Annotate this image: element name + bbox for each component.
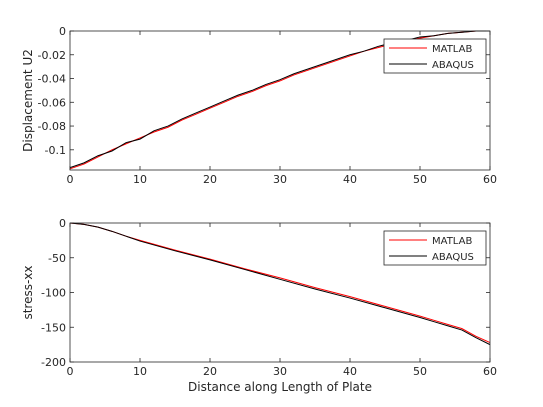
- top-x-tick-label: 30: [273, 173, 287, 186]
- bottom-legend-box: [383, 230, 487, 266]
- top-x-tick-label: 50: [413, 173, 427, 186]
- top-legend-label-matlab: MATLAB: [432, 44, 472, 55]
- bottom-y-tick-label: 0: [59, 217, 66, 230]
- bottom-legend-label-abaqus: ABAQUS: [432, 252, 474, 263]
- top-legend-label-abaqus: ABAQUS: [432, 60, 474, 71]
- bottom-x-tick-label: 60: [483, 365, 497, 378]
- top-x-tick-label: 20: [203, 173, 217, 186]
- bottom-y-tick-label: -50: [48, 252, 66, 265]
- top-x-tick-label: 10: [133, 173, 147, 186]
- bottom-y-tick-label: -100: [41, 287, 66, 300]
- bottom-x-tick-label: 30: [273, 365, 287, 378]
- bottom-y-axis-label: stress-xx: [21, 265, 35, 319]
- top-y-tick-label: 0: [59, 25, 66, 38]
- bottom-x-tick-label: 50: [413, 365, 427, 378]
- bottom-x-tick-label: 10: [133, 365, 147, 378]
- bottom-x-axis-label: Distance along Length of Plate: [188, 380, 372, 394]
- bottom-series-abaqus-line: [69, 222, 491, 346]
- bottom-y-tick-label: -150: [41, 321, 66, 334]
- top-y-tick-label: -0.1: [45, 144, 66, 157]
- top-legend: MATLAB ABAQUS: [383, 38, 487, 74]
- top-chart: 0 10 20 30 40 50 60 0 -0.02 -0.04 -0.06 -0.08 -0.1 Di…: [21, 25, 497, 186]
- top-x-tick-label: 0: [67, 173, 74, 186]
- bottom-x-tick-label: 0: [67, 365, 74, 378]
- top-y-axis-label: Displacement U2: [21, 49, 35, 152]
- top-series-abaqus-line: [69, 30, 490, 169]
- top-series-matlab-line: [69, 30, 490, 170]
- top-y-tick-label: -0.08: [38, 120, 66, 133]
- top-legend-box: [383, 38, 487, 74]
- bottom-x-tick-label: 20: [203, 365, 217, 378]
- bottom-chart: 0 10 20 30 40 50 60 0 -50 -100 -150 -200 stress-xx Di…: [21, 217, 497, 394]
- bottom-legend-label-matlab: MATLAB: [432, 236, 472, 247]
- top-y-tick-label: -0.02: [38, 49, 66, 62]
- top-x-tick-label: 40: [343, 173, 357, 186]
- top-x-tick-label: 60: [483, 173, 497, 186]
- bottom-x-tick-label: 40: [343, 365, 357, 378]
- top-y-tick-label: -0.06: [38, 96, 66, 109]
- bottom-legend: MATLAB ABAQUS: [383, 230, 487, 266]
- bottom-y-tick-label: -200: [41, 356, 66, 369]
- top-y-tick-label: -0.04: [38, 73, 66, 86]
